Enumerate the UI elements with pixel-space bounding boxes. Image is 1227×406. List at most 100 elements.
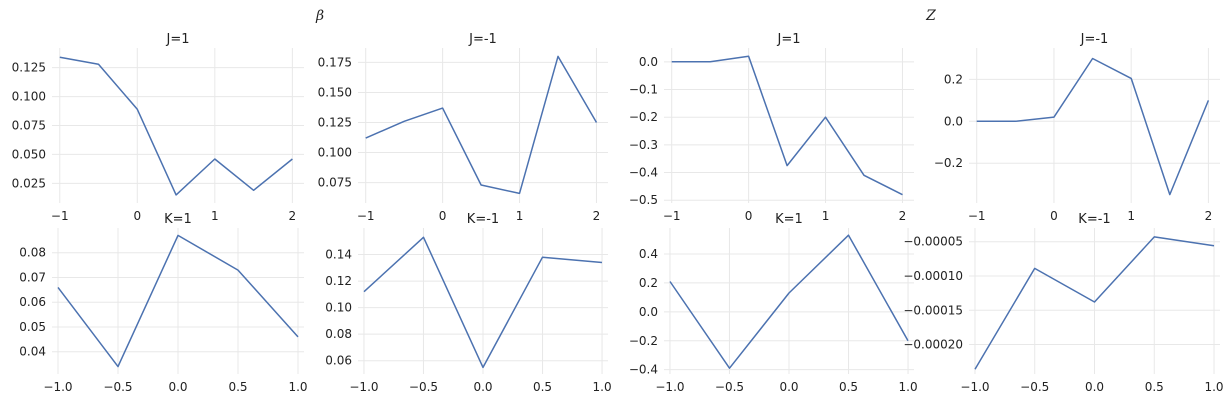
y-tick-label: 0.0 xyxy=(639,305,658,319)
subplot-1: J=1 −1 0 1 2 0.025 0.050 0.075 0.100 0.125 xyxy=(12,32,304,223)
y-tick-label: 0.2 xyxy=(944,72,963,86)
x-tick-label: 0.5 xyxy=(839,380,858,394)
subplot-title: K=1 xyxy=(164,212,192,227)
series-line xyxy=(57,234,299,368)
y-tick-label: 0.0 xyxy=(944,114,963,128)
y-tick-label: −0.00015 xyxy=(903,303,963,317)
x-tick-label: 0 xyxy=(745,209,753,223)
y-tick-label: −0.3 xyxy=(629,138,658,152)
y-tick-label: 0.050 xyxy=(12,147,46,161)
subplot-title: K=1 xyxy=(775,212,803,227)
subplot-title: J=-1 xyxy=(1080,32,1109,47)
x-tick-label: 1.0 xyxy=(593,380,612,394)
y-tick-label: −0.00005 xyxy=(903,235,963,249)
series-line xyxy=(669,234,909,369)
subplot-4: J=-1 −1 0 1 2 0.2 0.0 −0.2 xyxy=(934,32,1220,223)
subplot-3: J=1 −1 0 1 2 0.0 −0.1 −0.2 −0.3 −0.4 −0.5 xyxy=(629,32,914,223)
x-tick-label: −1.0 xyxy=(43,380,72,394)
subplot-title: J=1 xyxy=(166,32,190,47)
series-line xyxy=(363,236,603,369)
y-tick-label: 0.06 xyxy=(19,295,46,309)
x-tick-label: 1 xyxy=(1127,209,1135,223)
subplot-5: K=1 −1.0 −0.5 0.0 0.5 1.0 0.04 0.05 0.06 0.07 0.08 xyxy=(19,212,307,394)
x-tick-label: 2 xyxy=(593,209,601,223)
x-tick-label: 0.5 xyxy=(533,380,552,394)
x-tick-label: −1.0 xyxy=(349,380,378,394)
x-tick-label: 0.0 xyxy=(473,380,492,394)
subplot-title: K=-1 xyxy=(1078,212,1110,227)
subplot-6: K=-1 −1.0 −0.5 0.0 0.5 1.0 0.06 0.08 0.10 0.12 0.1… xyxy=(325,212,611,394)
y-tick-label: 0.125 xyxy=(12,61,46,75)
x-tick-label: 0 xyxy=(133,209,141,223)
y-tick-label: −0.5 xyxy=(629,193,658,207)
subplot-title: J=-1 xyxy=(468,32,497,47)
x-tick-label: −1 xyxy=(663,209,681,223)
x-tick-label: 1 xyxy=(822,209,830,223)
subplot-title: J=1 xyxy=(777,32,801,47)
x-tick-label: −1 xyxy=(968,209,986,223)
y-tick-label: 0.150 xyxy=(318,85,352,99)
y-tick-label: 0.07 xyxy=(19,270,46,284)
y-tick-label: −0.00010 xyxy=(903,269,963,283)
x-tick-label: −0.5 xyxy=(103,380,132,394)
x-tick-label: 0.5 xyxy=(1145,380,1164,394)
x-tick-label: 2 xyxy=(899,209,907,223)
x-tick-label: 0 xyxy=(1050,209,1058,223)
x-tick-label: 0.0 xyxy=(779,380,798,394)
y-tick-label: 0.025 xyxy=(12,176,46,190)
y-tick-label: 0.075 xyxy=(12,119,46,133)
x-tick-label: 1.0 xyxy=(1204,380,1223,394)
y-tick-label: 0.125 xyxy=(318,115,352,129)
x-tick-label: 1 xyxy=(516,209,524,223)
x-tick-label: −1 xyxy=(51,209,69,223)
y-tick-label: −0.2 xyxy=(629,334,658,348)
figure-title-right: Z xyxy=(925,8,936,24)
y-tick-label: −0.2 xyxy=(934,156,963,170)
x-tick-label: 0.5 xyxy=(228,380,247,394)
x-tick-label: 0 xyxy=(439,209,447,223)
y-tick-label: 0.4 xyxy=(639,247,658,261)
series-line xyxy=(59,56,293,196)
y-tick-label: −0.1 xyxy=(629,83,658,97)
x-tick-label: −0.5 xyxy=(1020,380,1049,394)
series-line xyxy=(671,55,903,196)
x-tick-label: −0.5 xyxy=(409,380,438,394)
x-tick-label: 2 xyxy=(1205,209,1213,223)
series-line xyxy=(365,55,598,195)
x-tick-label: −1.0 xyxy=(960,380,989,394)
x-tick-label: 1.0 xyxy=(288,380,307,394)
y-tick-label: −0.2 xyxy=(629,110,658,124)
y-tick-label: 0.100 xyxy=(318,146,352,160)
y-tick-label: 0.0 xyxy=(639,55,658,69)
y-tick-label: 0.075 xyxy=(318,176,352,190)
x-tick-label: 1.0 xyxy=(899,380,918,394)
figure-title-left: β xyxy=(315,8,324,24)
y-tick-label: −0.4 xyxy=(629,363,658,377)
x-tick-label: 2 xyxy=(289,209,297,223)
x-tick-label: −1.0 xyxy=(655,380,684,394)
y-tick-label: 0.2 xyxy=(639,276,658,290)
y-tick-label: −0.4 xyxy=(629,166,658,180)
subplot-8: K=-1 −1.0 −0.5 0.0 0.5 1.0 −0.00005 −0.00010 −0.… xyxy=(903,212,1223,394)
x-tick-label: 0.0 xyxy=(168,380,187,394)
y-tick-label: 0.06 xyxy=(325,354,352,368)
y-tick-label: 0.100 xyxy=(12,90,46,104)
series-line xyxy=(974,236,1215,370)
y-tick-label: 0.175 xyxy=(318,55,352,69)
x-tick-label: −1 xyxy=(357,209,375,223)
y-tick-label: 0.05 xyxy=(19,320,46,334)
y-tick-label: 0.12 xyxy=(325,274,352,288)
x-tick-label: 1 xyxy=(211,209,219,223)
subplot-2: J=-1 −1 0 1 2 0.075 0.100 0.125 0.150 0.175 xyxy=(318,32,608,223)
y-tick-label: 0.10 xyxy=(325,301,352,315)
y-tick-label: 0.08 xyxy=(325,327,352,341)
subplot-title: K=-1 xyxy=(467,212,499,227)
y-tick-label: 0.08 xyxy=(19,246,46,260)
subplot-7: K=1 −1.0 −0.5 0.0 0.5 1.0 0.4 0.2 0.0 −0.2 −0.4 xyxy=(629,212,918,394)
y-tick-label: 0.14 xyxy=(325,248,352,262)
x-tick-label: −0.5 xyxy=(715,380,744,394)
x-tick-label: 0.0 xyxy=(1085,380,1104,394)
series-line xyxy=(976,57,1210,196)
